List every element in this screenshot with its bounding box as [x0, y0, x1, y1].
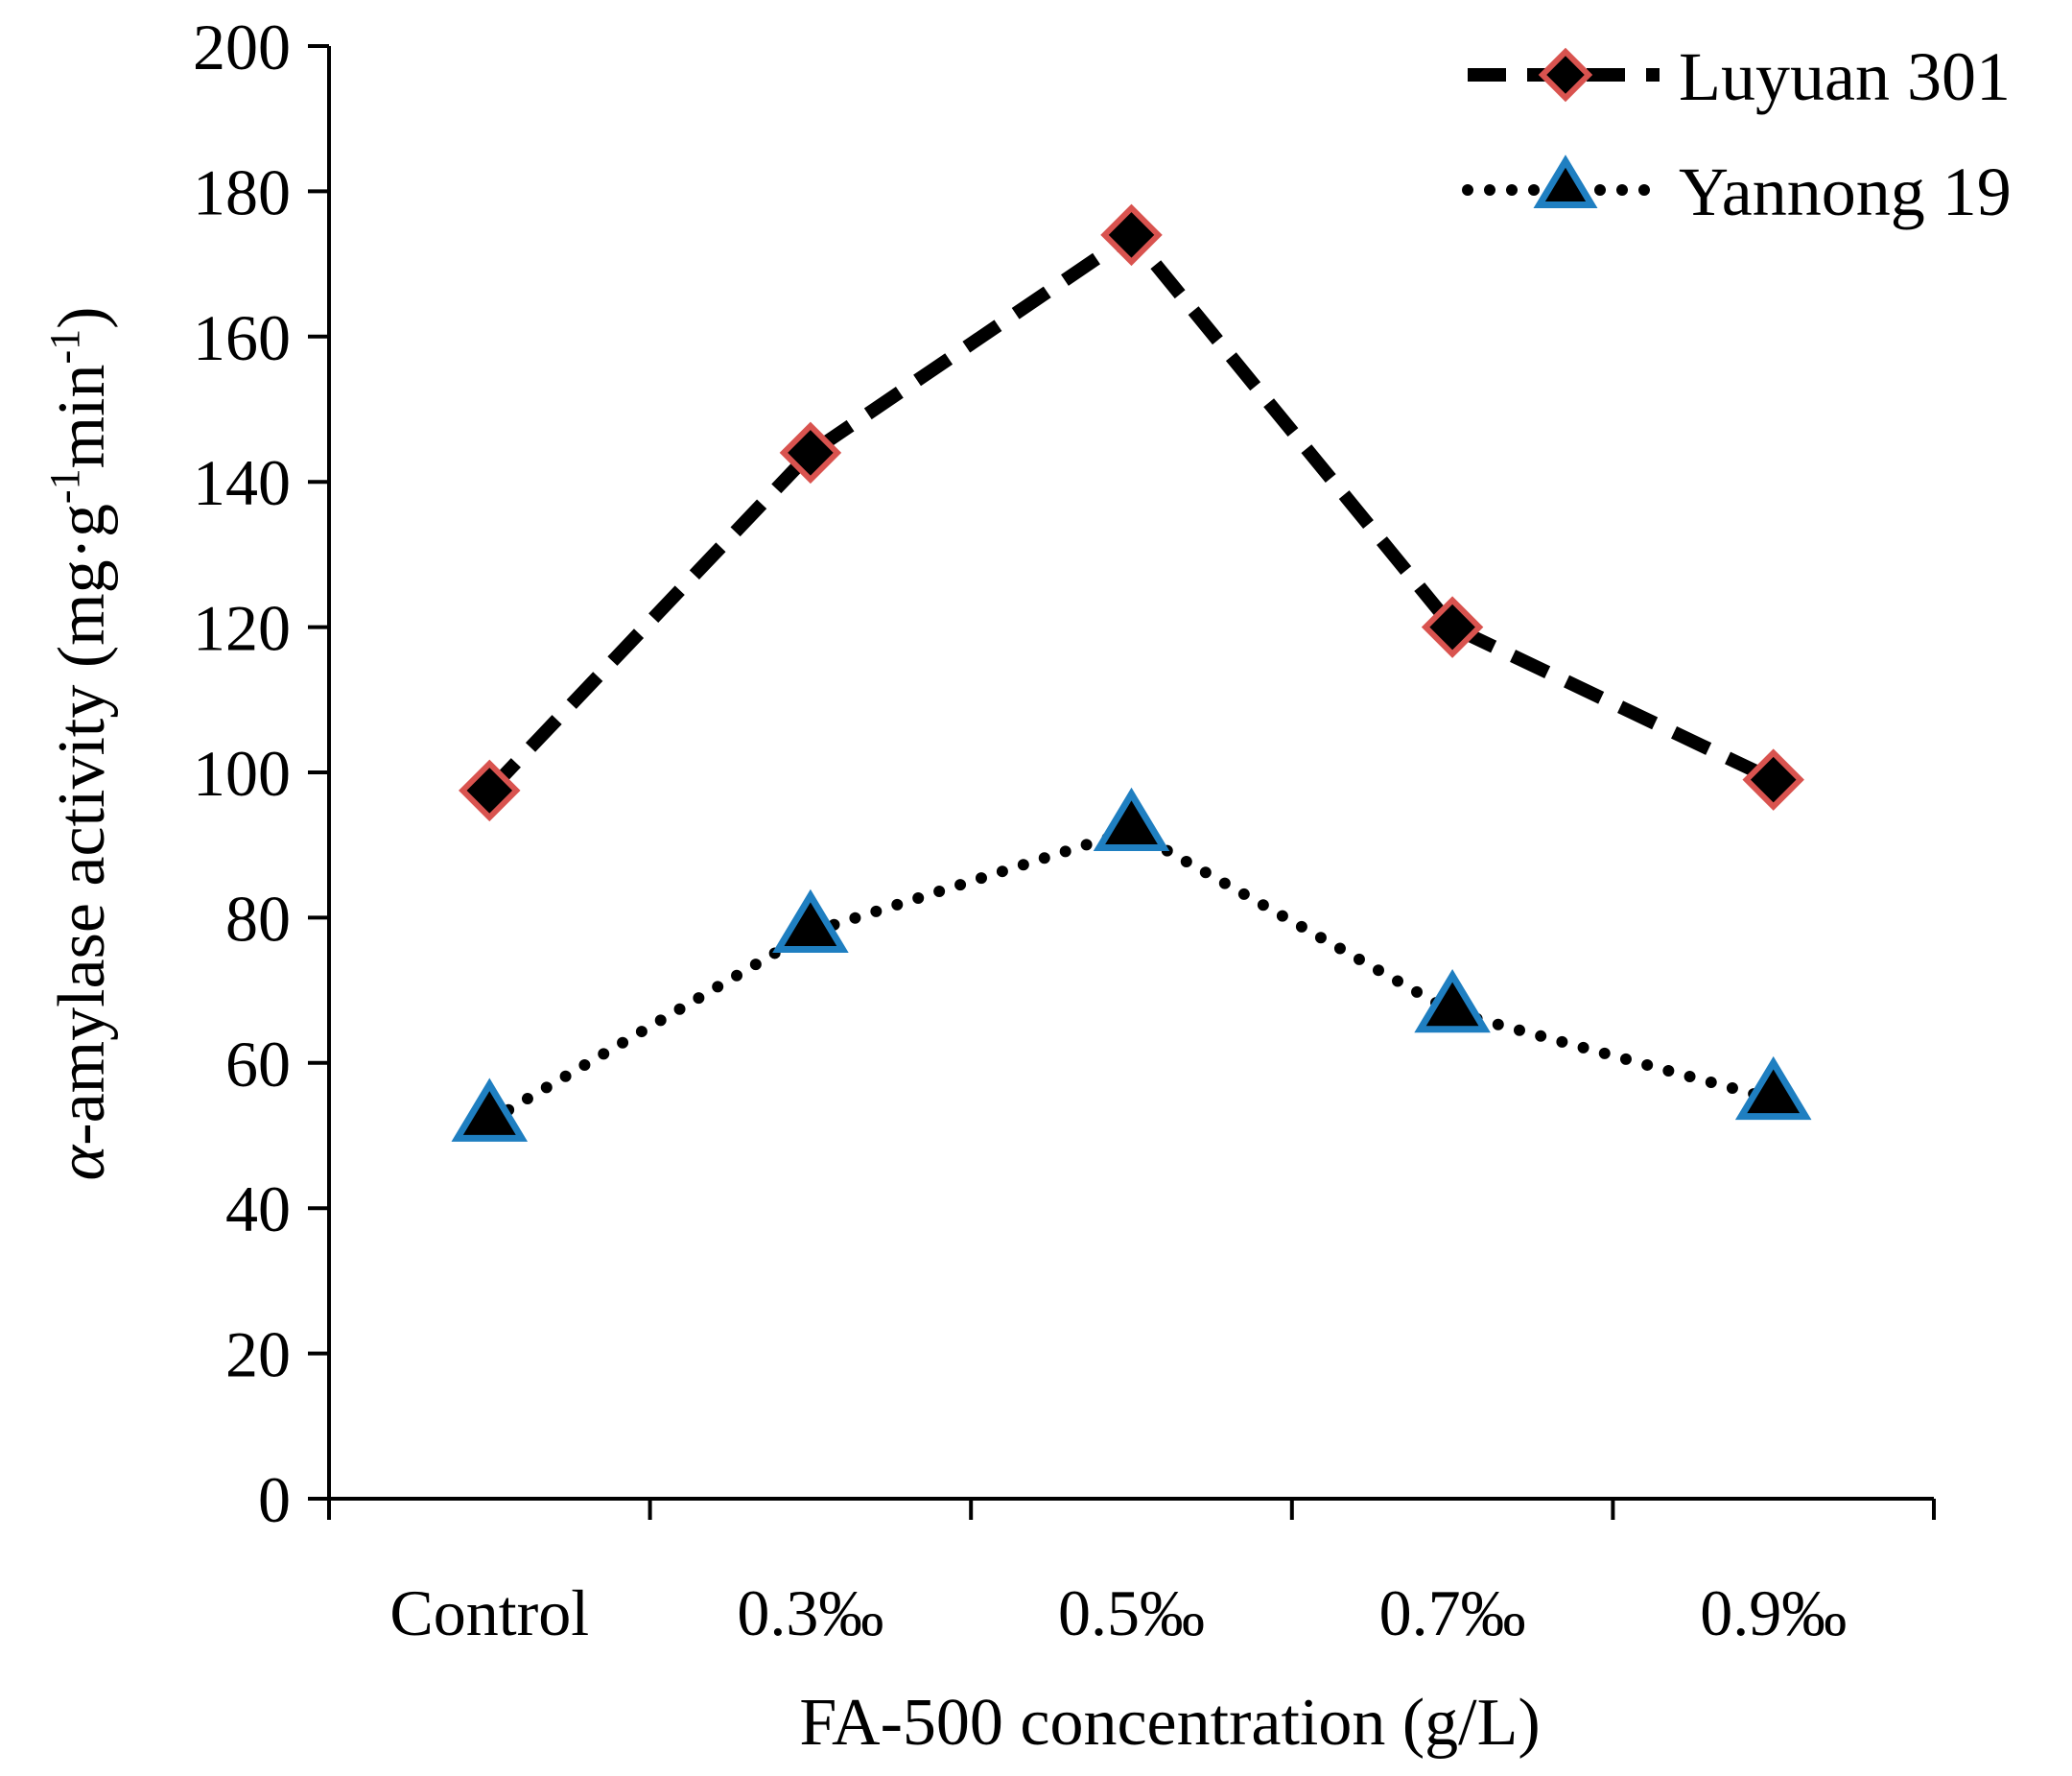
data-point: [1100, 203, 1163, 267]
x-tick-label: Control: [389, 1576, 589, 1649]
data-point: [451, 1077, 529, 1142]
y-axis-ticks: 0 20 40 60 80 100 120 140 160 180 200: [193, 11, 329, 1536]
y-tick-label: 200: [193, 11, 291, 83]
y-tick-label: 80: [225, 882, 291, 955]
x-tick-label: 0.7‰: [1379, 1576, 1526, 1649]
y-tick-label: 0: [258, 1463, 291, 1536]
data-point: [1093, 787, 1170, 852]
series-luyuan-301: [459, 203, 1804, 822]
y-tick-label: 60: [225, 1028, 291, 1101]
y-axis-title-sup2: -1: [41, 329, 88, 365]
x-tick-label: 0.5‰: [1058, 1576, 1205, 1649]
y-tick-label: 140: [193, 446, 291, 519]
y-tick-label: 20: [225, 1318, 291, 1391]
y-tick-label: 160: [193, 301, 291, 374]
y-axis-title-sup1: -1: [41, 468, 88, 504]
legend-marker: [1538, 47, 1593, 103]
data-point: [459, 759, 521, 822]
y-tick-label: 40: [225, 1172, 291, 1245]
data-point: [1414, 969, 1491, 1033]
y-axis-title-close: ): [45, 307, 119, 329]
y-axis-title-symbol: α: [45, 1144, 119, 1180]
data-point: [1742, 748, 1804, 811]
data-point: [1734, 1055, 1812, 1121]
legend-label: Yannong 19: [1679, 154, 2012, 230]
legend-marker: [1533, 154, 1598, 208]
x-axis-ticks: Control 0.3‰ 0.5‰ 0.7‰ 0.9‰: [327, 1499, 1936, 1649]
y-tick-label: 120: [193, 592, 291, 665]
y-axis-title: α-amylase activity (mg·g-1min-1): [41, 307, 119, 1181]
x-tick-label: 0.9‰: [1700, 1576, 1847, 1649]
x-axis-title: FA-500 concentration (g/L): [799, 1686, 1540, 1760]
data-point: [772, 888, 849, 954]
series-line: [484, 227, 1777, 795]
x-tick-label: 0.3‰: [737, 1576, 883, 1649]
y-axis-title-text: -amylase activity (mg·g: [45, 504, 119, 1146]
legend-label: Luyuan 301: [1679, 38, 2011, 115]
y-tick-label: 180: [193, 155, 291, 228]
legend: Luyuan 301 Yannong 19: [1462, 38, 2012, 230]
y-axis-title-mid: min: [45, 364, 119, 468]
series-yannong-19: [451, 787, 1812, 1142]
series-line: [483, 824, 1779, 1127]
legend-item: Luyuan 301: [1468, 38, 2011, 115]
data-point: [779, 421, 842, 485]
legend-item: Yannong 19: [1462, 154, 2012, 230]
data-point: [1421, 596, 1484, 658]
series-layer: [451, 203, 1812, 1142]
y-tick-label: 100: [193, 737, 291, 810]
